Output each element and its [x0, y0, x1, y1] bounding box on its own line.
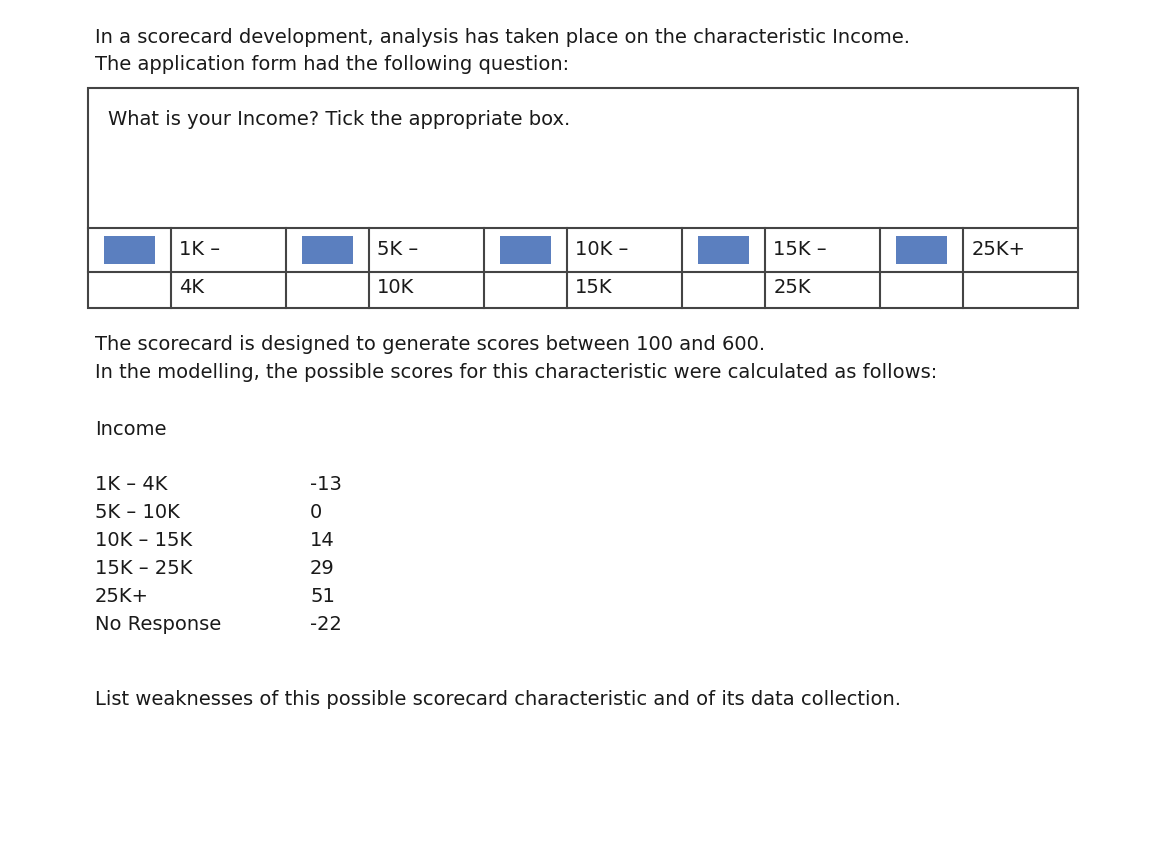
Text: 15K –: 15K – [774, 240, 827, 259]
Text: 1K – 4K: 1K – 4K [96, 475, 168, 494]
Text: 15K: 15K [576, 278, 613, 297]
Bar [302, 236, 353, 264]
Text: 5K –: 5K – [377, 240, 418, 259]
Text: 14: 14 [310, 531, 334, 550]
Text: 0: 0 [310, 503, 323, 522]
Text: 5K – 10K: 5K – 10K [96, 503, 179, 522]
Text: 1K –: 1K – [179, 240, 220, 259]
Bar [104, 236, 155, 264]
Bar [896, 236, 947, 264]
Text: 10K: 10K [377, 278, 415, 297]
Text: -22: -22 [310, 615, 341, 634]
Bar [89, 88, 1078, 308]
Text: -13: -13 [310, 475, 341, 494]
Text: 10K – 15K: 10K – 15K [96, 531, 192, 550]
Text: In a scorecard development, analysis has taken place on the characteristic Incom: In a scorecard development, analysis has… [96, 28, 910, 47]
Bar [500, 236, 551, 264]
Text: What is your Income? Tick the appropriate box.: What is your Income? Tick the appropriat… [108, 110, 570, 129]
Text: List weaknesses of this possible scorecard characteristic and of its data collec: List weaknesses of this possible scoreca… [96, 690, 901, 709]
Text: No Response: No Response [96, 615, 221, 634]
Text: In the modelling, the possible scores for this characteristic were calculated as: In the modelling, the possible scores fo… [96, 363, 938, 382]
Text: 25K+: 25K+ [96, 587, 149, 606]
Text: 51: 51 [310, 587, 334, 606]
Text: The application form had the following question:: The application form had the following q… [96, 55, 570, 74]
Text: 4K: 4K [179, 278, 204, 297]
Text: 25K+: 25K+ [972, 240, 1025, 259]
Bar [698, 236, 749, 264]
Text: Income: Income [96, 420, 167, 439]
Text: 10K –: 10K – [576, 240, 629, 259]
Text: 29: 29 [310, 559, 334, 578]
Text: 15K – 25K: 15K – 25K [96, 559, 192, 578]
Text: 25K: 25K [774, 278, 811, 297]
Text: The scorecard is designed to generate scores between 100 and 600.: The scorecard is designed to generate sc… [96, 335, 765, 354]
